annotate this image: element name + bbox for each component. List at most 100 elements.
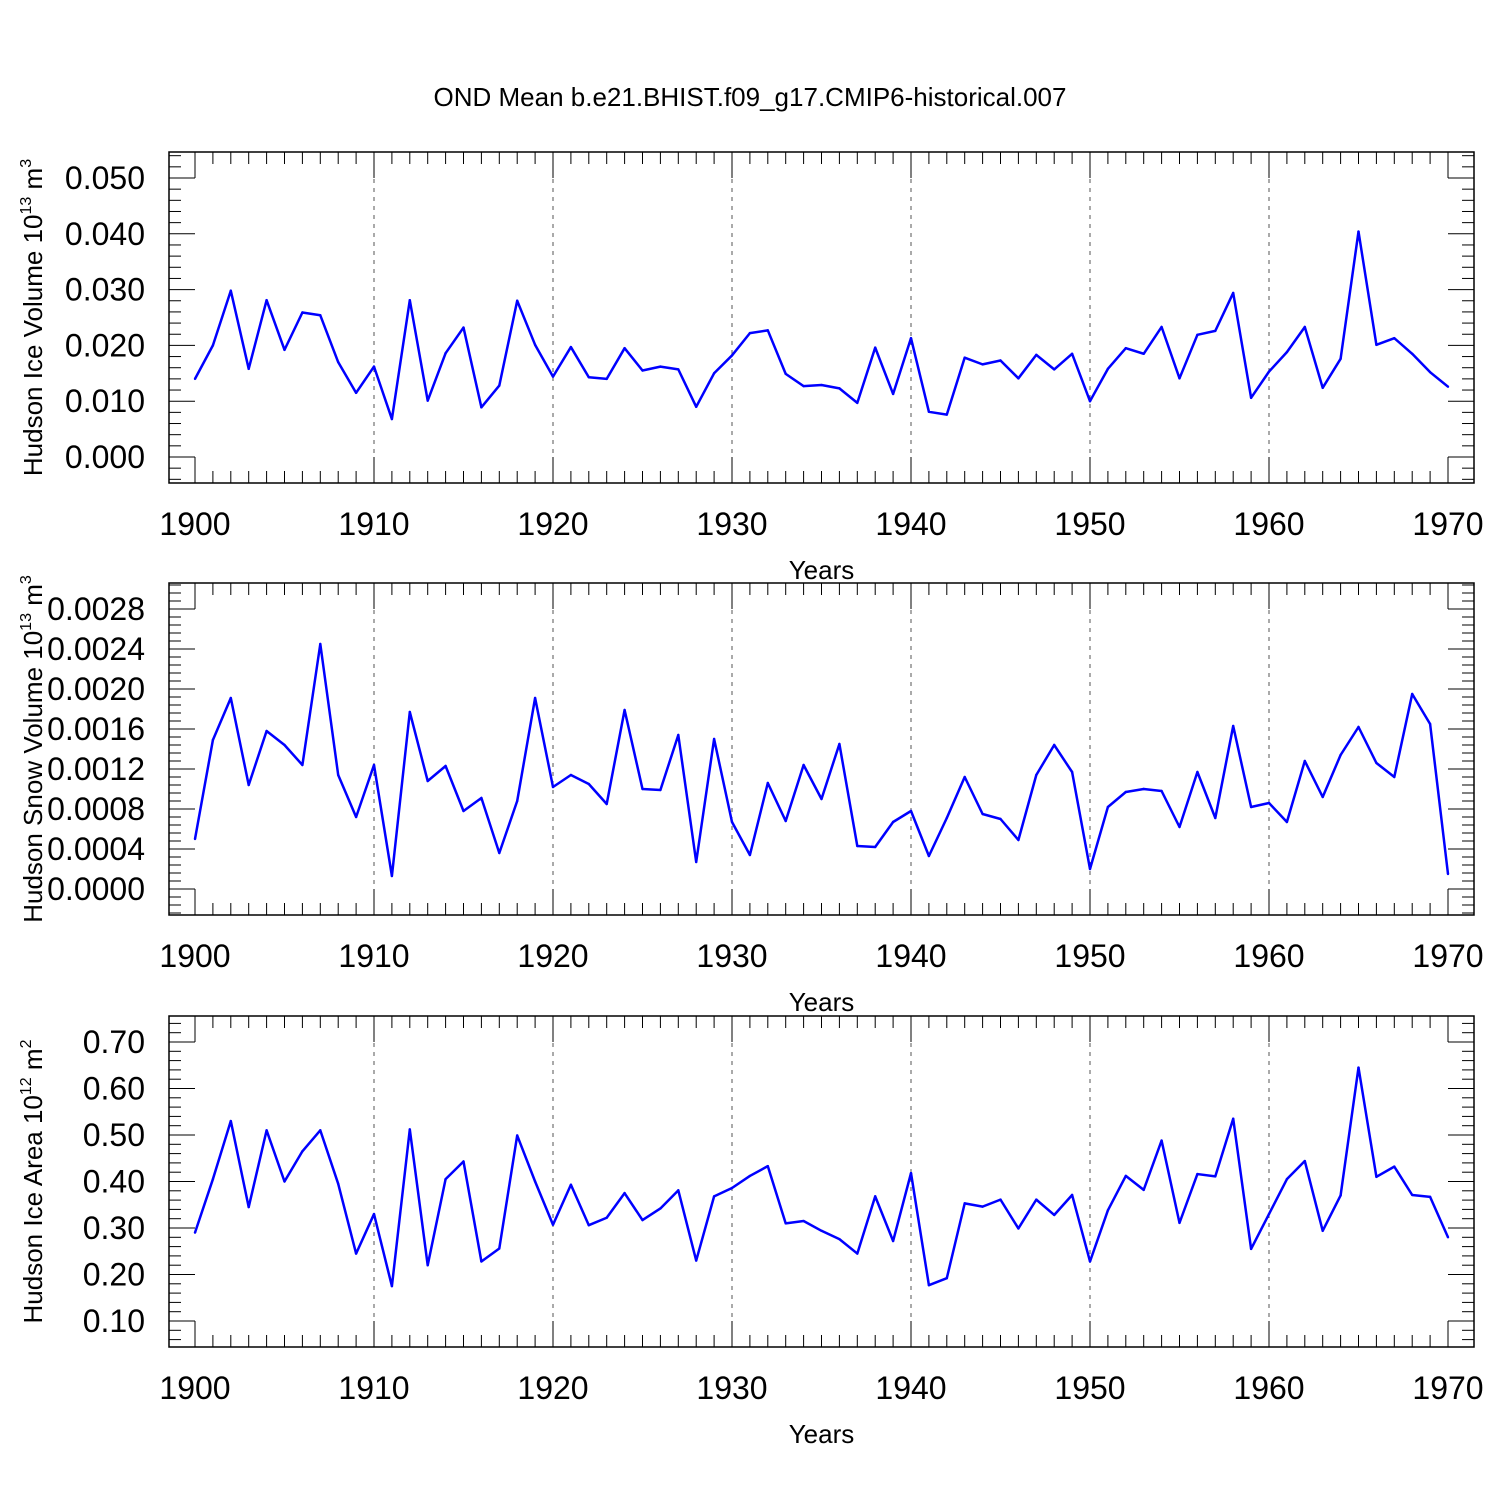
data-point xyxy=(1428,722,1432,726)
plot-frame xyxy=(168,1015,1475,1348)
data-point xyxy=(1017,377,1020,380)
x-tick-label: 1900 xyxy=(159,506,230,542)
data-point xyxy=(1339,753,1342,757)
data-point xyxy=(1393,1165,1396,1168)
data-point xyxy=(408,1128,411,1131)
x-tick-label: 1970 xyxy=(1412,938,1483,974)
data-point xyxy=(247,783,250,787)
data-point xyxy=(1357,230,1360,233)
data-point xyxy=(480,796,483,800)
data-point xyxy=(695,860,698,864)
data-point xyxy=(265,299,268,302)
data-point xyxy=(354,815,358,819)
data-point xyxy=(730,354,734,357)
data-point xyxy=(301,763,304,767)
data-point xyxy=(1303,1159,1307,1163)
x-tick-label: 1910 xyxy=(338,1370,409,1406)
data-point xyxy=(1339,1194,1342,1197)
data-point xyxy=(748,1174,752,1178)
data-point xyxy=(1070,770,1074,774)
data-point xyxy=(820,1229,823,1232)
x-tick-label: 1900 xyxy=(159,938,230,974)
data-point xyxy=(1124,790,1128,794)
data-point xyxy=(301,311,304,314)
data-point xyxy=(229,696,232,700)
y-tick-label: 0.60 xyxy=(83,1071,145,1107)
data-point xyxy=(677,368,680,371)
y-tick-label: 0.0012 xyxy=(47,751,145,787)
data-point xyxy=(569,1183,573,1186)
x-axis-label: Years xyxy=(789,1419,855,1449)
data-point xyxy=(748,331,752,335)
data-point xyxy=(1196,333,1199,336)
data-point xyxy=(1303,759,1307,763)
data-point xyxy=(1160,1139,1163,1142)
x-tick-label: 1930 xyxy=(696,506,767,542)
y-tick-label: 0.0024 xyxy=(47,631,145,667)
y-tick-label: 0.40 xyxy=(83,1164,145,1200)
data-point xyxy=(909,1171,913,1175)
data-point xyxy=(283,1180,286,1183)
data-point xyxy=(1267,370,1271,373)
data-point xyxy=(516,799,519,803)
data-point xyxy=(641,787,644,791)
data-point xyxy=(533,696,537,700)
data-point xyxy=(1035,773,1038,777)
data-point xyxy=(1375,1175,1378,1179)
x-tick-label: 1920 xyxy=(517,938,588,974)
data-point xyxy=(748,853,752,857)
data-point xyxy=(784,819,787,823)
data-point xyxy=(516,1134,519,1137)
data-point xyxy=(1142,1188,1145,1192)
data-point xyxy=(1160,325,1163,329)
x-tick-label: 1940 xyxy=(875,1370,946,1406)
data-point xyxy=(516,299,519,302)
data-point xyxy=(838,742,841,746)
data-point xyxy=(623,1191,626,1195)
data-point xyxy=(408,299,411,302)
data-point xyxy=(999,359,1002,362)
data-point xyxy=(766,1164,769,1168)
data-point xyxy=(981,812,984,816)
x-axis-label: Years xyxy=(789,987,855,1017)
data-point xyxy=(1249,1247,1253,1251)
data-point xyxy=(265,729,268,733)
data-point xyxy=(372,1212,376,1216)
data-point xyxy=(193,1231,197,1234)
x-tick-label: 1970 xyxy=(1412,506,1483,542)
data-point xyxy=(265,1129,268,1132)
data-point xyxy=(229,1119,232,1123)
y-tick-label: 0.0020 xyxy=(47,671,145,707)
data-point xyxy=(820,383,823,387)
plot-frame xyxy=(168,582,1475,916)
data-point xyxy=(874,845,877,849)
data-point xyxy=(1357,1066,1360,1069)
y-tick-label: 0.040 xyxy=(65,216,145,252)
data-point xyxy=(927,854,931,858)
data-point xyxy=(587,376,590,379)
figure-title: OND Mean b.e21.BHIST.f09_g17.CMIP6-histo… xyxy=(434,82,1067,112)
data-point xyxy=(1088,400,1092,403)
data-point xyxy=(891,820,895,824)
data-point xyxy=(641,1218,644,1222)
data-point xyxy=(1053,743,1056,747)
data-point xyxy=(1321,386,1324,390)
data-point xyxy=(784,372,787,376)
data-point xyxy=(426,779,429,783)
data-point xyxy=(677,733,680,737)
data-point xyxy=(337,360,340,364)
data-point xyxy=(1070,1193,1074,1197)
y-tick-label: 0.20 xyxy=(83,1257,145,1293)
y-axis-label: Hudson Snow Volume 1013 m3 xyxy=(18,575,48,923)
data-point xyxy=(498,851,501,855)
data-point xyxy=(426,1264,429,1267)
y-tick-label: 0.10 xyxy=(83,1303,145,1339)
x-tick-label: 1920 xyxy=(517,1370,588,1406)
data-point xyxy=(1428,370,1432,374)
data-point xyxy=(927,410,931,414)
data-point xyxy=(945,816,948,820)
data-point xyxy=(891,392,895,396)
data-point xyxy=(1214,329,1217,333)
data-point xyxy=(909,809,913,813)
